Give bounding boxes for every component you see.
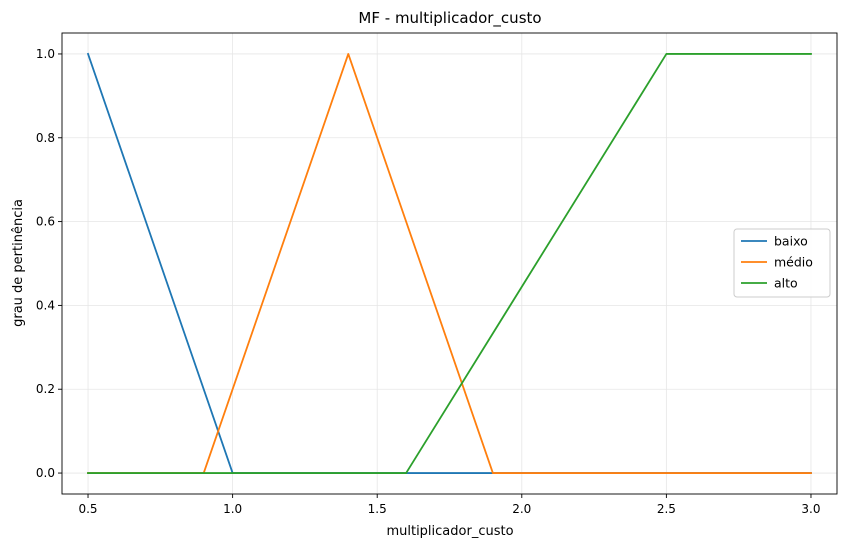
y-tick-label: 0.4	[36, 298, 55, 312]
x-tick-label: 0.5	[78, 502, 97, 516]
y-tick-label: 0.0	[36, 466, 55, 480]
x-axis-label: multiplicador_custo	[386, 524, 513, 539]
y-tick-label: 0.6	[36, 215, 55, 229]
series-line-médio	[87, 53, 812, 474]
x-tick-label: 1.5	[368, 502, 387, 516]
axis-ticks: 0.5 1.0 1.5 2.0 2.5 3.0 0.0 0.2 0.4 0.6 0.8 1.0	[36, 47, 821, 516]
series-line-alto	[87, 53, 812, 474]
x-tick-label: 3.0	[801, 502, 820, 516]
series-lines	[86, 52, 812, 474]
x-tick-label: 1.0	[223, 502, 242, 516]
legend-label: médio	[774, 255, 813, 270]
x-tick-label: 2.5	[657, 502, 676, 516]
grid-lines	[62, 33, 837, 494]
y-tick-label: 1.0	[36, 47, 55, 61]
legend-box	[733, 228, 831, 298]
x-tick-label: 2.0	[512, 502, 531, 516]
chart-title: MF - multiplicador_custo	[358, 9, 541, 28]
legend: baixo médio alto	[733, 228, 831, 298]
legend-label: alto	[774, 276, 798, 291]
plot-frame	[61, 32, 838, 495]
y-tick-label: 0.8	[36, 131, 55, 145]
y-tick-label: 0.2	[36, 382, 55, 396]
y-axis-label: grau de pertinência	[11, 199, 26, 327]
legend-label: baixo	[774, 234, 808, 249]
series-line-baixo	[86, 52, 812, 474]
